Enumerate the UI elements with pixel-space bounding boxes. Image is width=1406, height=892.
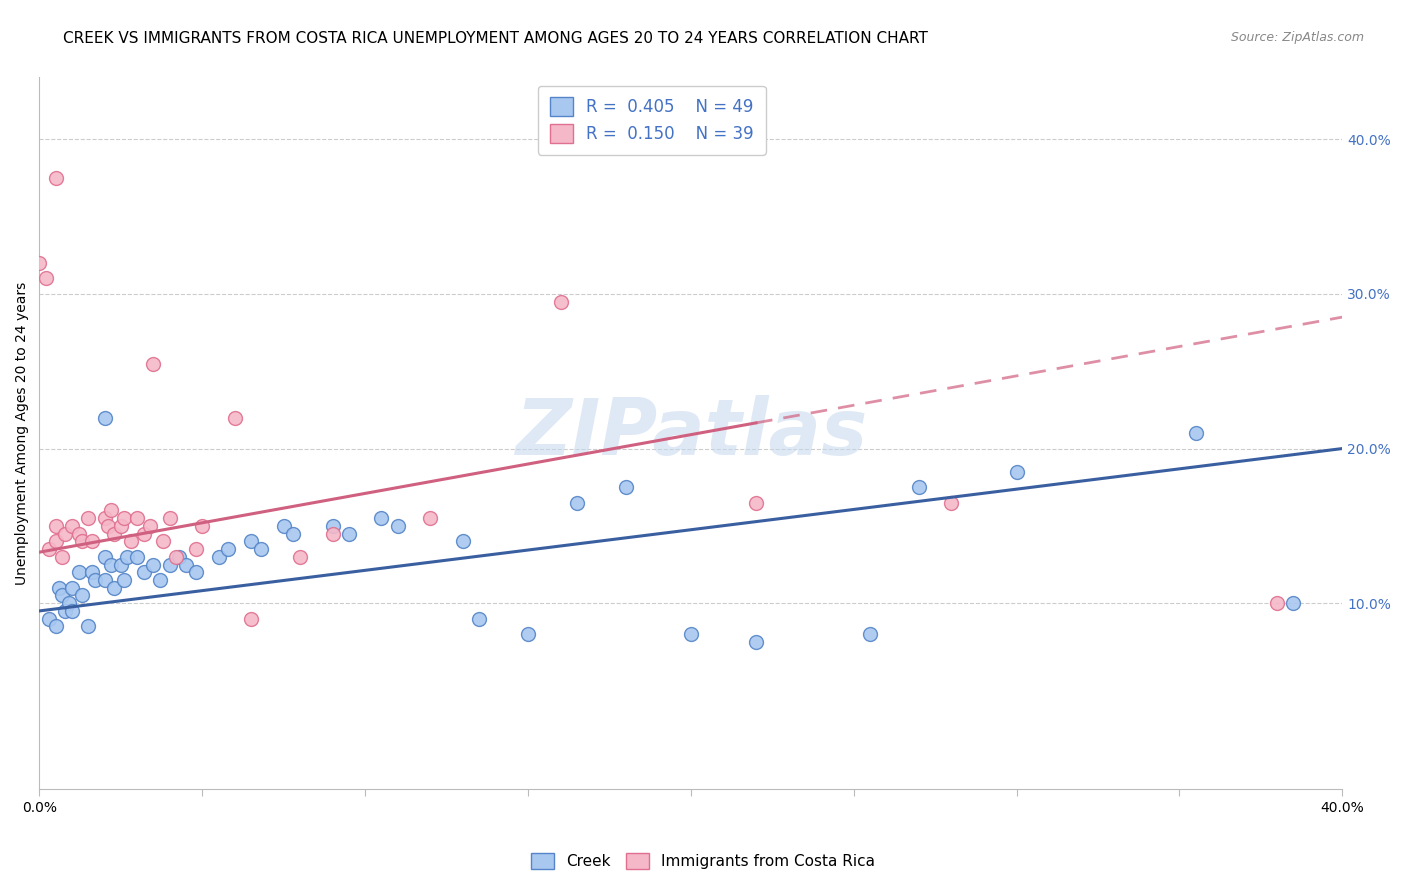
Point xyxy=(60,604,83,618)
Point xyxy=(387,519,409,533)
Point xyxy=(745,635,768,649)
Y-axis label: Unemployment Among Ages 20 to 24 years: Unemployment Among Ages 20 to 24 years xyxy=(15,282,30,585)
Point xyxy=(745,496,768,510)
Point xyxy=(100,558,122,572)
Legend: R =  0.405    N = 49, R =  0.150    N = 39: R = 0.405 N = 49, R = 0.150 N = 39 xyxy=(538,86,766,155)
Point xyxy=(93,511,115,525)
Point xyxy=(217,542,239,557)
Point xyxy=(132,566,155,580)
Point xyxy=(28,256,51,270)
Point xyxy=(103,581,125,595)
Point xyxy=(80,566,103,580)
Point xyxy=(112,573,135,587)
Point xyxy=(60,519,83,533)
Point xyxy=(48,581,70,595)
Point xyxy=(517,627,540,641)
Point xyxy=(142,558,165,572)
Point xyxy=(1265,596,1288,610)
Point xyxy=(337,526,360,541)
Point xyxy=(112,511,135,525)
Point xyxy=(127,511,149,525)
Point xyxy=(165,549,187,564)
Point xyxy=(38,542,60,557)
Point xyxy=(60,581,83,595)
Point xyxy=(159,511,181,525)
Point xyxy=(191,519,214,533)
Point xyxy=(97,519,120,533)
Point xyxy=(273,519,295,533)
Point xyxy=(110,519,132,533)
Point xyxy=(224,410,246,425)
Point xyxy=(419,511,441,525)
Point xyxy=(283,526,305,541)
Text: CREEK VS IMMIGRANTS FROM COSTA RICA UNEMPLOYMENT AMONG AGES 20 TO 24 YEARS CORRE: CREEK VS IMMIGRANTS FROM COSTA RICA UNEM… xyxy=(63,31,928,46)
Point xyxy=(1184,426,1206,441)
Point xyxy=(142,357,165,371)
Point xyxy=(67,566,90,580)
Point xyxy=(174,558,197,572)
Point xyxy=(103,526,125,541)
Point xyxy=(45,170,67,185)
Point xyxy=(127,549,149,564)
Point xyxy=(152,534,174,549)
Point xyxy=(614,480,637,494)
Point xyxy=(240,612,263,626)
Point xyxy=(93,573,115,587)
Point xyxy=(941,496,963,510)
Point xyxy=(45,519,67,533)
Point xyxy=(468,612,491,626)
Legend: Creek, Immigrants from Costa Rica: Creek, Immigrants from Costa Rica xyxy=(524,847,882,875)
Point xyxy=(679,627,702,641)
Point xyxy=(45,534,67,549)
Point xyxy=(45,619,67,633)
Point xyxy=(110,558,132,572)
Point xyxy=(132,526,155,541)
Point xyxy=(120,534,142,549)
Point xyxy=(451,534,474,549)
Point xyxy=(70,589,93,603)
Point xyxy=(159,558,181,572)
Point xyxy=(38,612,60,626)
Point xyxy=(58,596,80,610)
Point xyxy=(93,549,115,564)
Point xyxy=(859,627,882,641)
Point xyxy=(250,542,273,557)
Point xyxy=(322,526,344,541)
Point xyxy=(1282,596,1305,610)
Point xyxy=(77,511,100,525)
Point xyxy=(322,519,344,533)
Point xyxy=(908,480,931,494)
Text: ZIPatlas: ZIPatlas xyxy=(515,395,868,471)
Point xyxy=(35,271,58,285)
Point xyxy=(83,573,105,587)
Point xyxy=(139,519,162,533)
Point xyxy=(565,496,588,510)
Point xyxy=(184,542,207,557)
Point xyxy=(117,549,139,564)
Point xyxy=(55,604,77,618)
Point xyxy=(100,503,122,517)
Point xyxy=(70,534,93,549)
Point xyxy=(55,526,77,541)
Point xyxy=(288,549,311,564)
Point xyxy=(169,549,191,564)
Point xyxy=(80,534,103,549)
Point xyxy=(149,573,172,587)
Point xyxy=(93,410,115,425)
Point xyxy=(207,549,229,564)
Point xyxy=(1005,465,1028,479)
Point xyxy=(370,511,392,525)
Point xyxy=(51,549,73,564)
Point xyxy=(550,294,572,309)
Point xyxy=(240,534,263,549)
Point xyxy=(184,566,207,580)
Point xyxy=(67,526,90,541)
Text: Source: ZipAtlas.com: Source: ZipAtlas.com xyxy=(1230,31,1364,45)
Point xyxy=(77,619,100,633)
Point xyxy=(51,589,73,603)
